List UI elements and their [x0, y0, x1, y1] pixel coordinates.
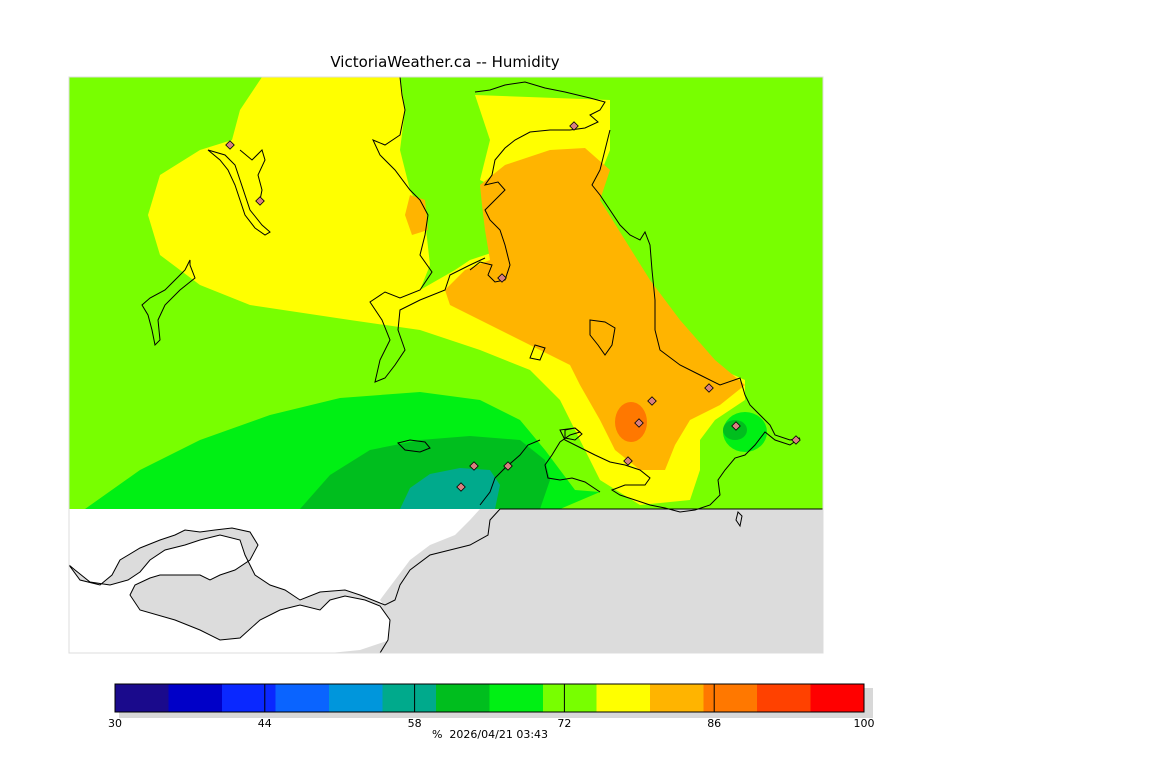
- east-island: [735, 511, 743, 528]
- station-marker: [503, 461, 513, 471]
- colorbar-bin: [810, 684, 865, 712]
- colorbar-tick-label: 44: [258, 717, 272, 730]
- harbour-island: [564, 427, 583, 441]
- contour-85-90: [615, 402, 647, 442]
- saanich-peninsula-coast: [469, 81, 606, 283]
- station-marker: [791, 435, 801, 445]
- colorbar-ticks: 30 44 58 72 86 100: [108, 684, 875, 730]
- sooke-inlet-2: [239, 149, 266, 201]
- colorbar-bin: [275, 684, 330, 712]
- station-marker: [225, 140, 235, 150]
- west-shore-island: [397, 439, 431, 453]
- colorbar-bin: [596, 684, 651, 712]
- station-marker: [569, 121, 579, 131]
- unit-label: %: [431, 728, 443, 741]
- colorbar-bin: [757, 684, 811, 712]
- colorbar-bin: [222, 684, 276, 712]
- colorbar-outline: [114, 683, 865, 713]
- coastlines: [141, 76, 801, 528]
- station-marker: [469, 461, 479, 471]
- olympic-coastline: [69, 508, 823, 653]
- victoria-south-coast: [544, 427, 801, 513]
- colorbar-tick-label: 86: [707, 717, 721, 730]
- timestamp-label: 2026/04/21 03:43: [449, 728, 549, 741]
- station-marker: [731, 421, 741, 431]
- humidity-contours: [69, 77, 823, 509]
- colorbar-bin: [168, 684, 223, 712]
- contour-80-85: [445, 148, 745, 470]
- colorbar-bin: [436, 684, 490, 712]
- station-markers: [225, 121, 801, 492]
- water-mask: [69, 508, 823, 653]
- station-marker: [497, 273, 507, 283]
- colorbar-tick-label: 58: [408, 717, 422, 730]
- footer-caption: % 2026/04/21 03:43: [0, 728, 980, 741]
- colorbar-bins: [114, 683, 865, 713]
- east-saanich-coast: [591, 129, 801, 441]
- station-marker: [647, 396, 657, 406]
- small-lake: [529, 344, 546, 361]
- colorbar-bin: [650, 684, 704, 712]
- colorbar-tick-label: 30: [108, 717, 122, 730]
- saanich-inlet-coast: [369, 76, 486, 383]
- station-marker: [456, 482, 466, 492]
- colorbar-tick-label: 100: [854, 717, 875, 730]
- west-inlet: [141, 259, 196, 347]
- colorbar-bin: [382, 684, 437, 712]
- elk-lake: [589, 319, 616, 356]
- colorbar-bin: [543, 684, 597, 712]
- colorbar-bin: [115, 684, 169, 712]
- station-marker: [255, 196, 265, 206]
- colorbar-bin: [703, 684, 758, 712]
- station-marker: [623, 456, 633, 466]
- colorbar-bin: [329, 684, 383, 712]
- station-marker: [634, 418, 644, 428]
- contour-55-60: [400, 468, 500, 509]
- colorbar-bin: [489, 684, 544, 712]
- station-marker: [704, 383, 714, 393]
- colorbar-tick-label: 72: [557, 717, 571, 730]
- map-title: VictoriaWeather.ca -- Humidity: [330, 53, 560, 71]
- sooke-inlet: [207, 149, 271, 236]
